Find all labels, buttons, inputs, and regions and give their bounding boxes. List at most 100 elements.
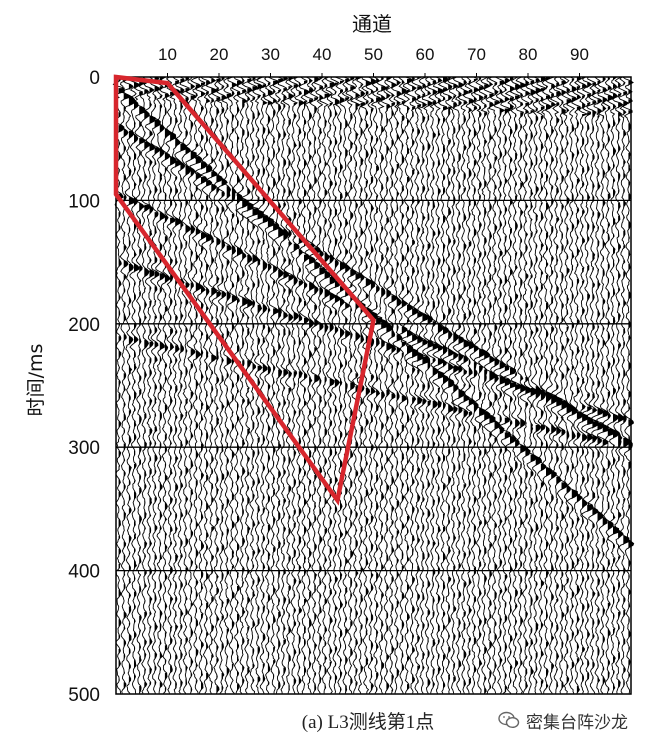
trace-line xyxy=(611,76,625,694)
trace-line xyxy=(312,76,326,694)
trace-line xyxy=(400,76,414,694)
trace-fill xyxy=(159,77,166,688)
trace-fill xyxy=(504,78,511,694)
trace-line xyxy=(169,76,182,694)
trace-fill xyxy=(391,82,398,694)
trace-line xyxy=(133,76,146,694)
wechat-icon xyxy=(498,711,520,729)
trace-line xyxy=(282,76,295,694)
trace-line xyxy=(235,76,249,694)
trace-line xyxy=(231,76,244,694)
trace-line xyxy=(432,76,445,694)
trace-line xyxy=(298,76,311,694)
trace-line xyxy=(509,76,522,694)
trace-fill xyxy=(309,78,315,685)
trace-fill xyxy=(164,82,171,694)
x-tick-label: 10 xyxy=(158,45,177,64)
x-tick-label: 80 xyxy=(519,45,538,64)
trace-line xyxy=(580,76,594,694)
trace-line xyxy=(550,76,563,694)
y-ticks: 0 100 200 300 400 500 xyxy=(68,68,100,706)
trace-line xyxy=(189,76,202,694)
trace-line xyxy=(149,76,161,694)
trace-line xyxy=(174,76,187,694)
trace-fill xyxy=(329,82,336,681)
trace-fill xyxy=(195,84,202,685)
trace-fill xyxy=(453,84,459,683)
trace-line xyxy=(478,76,491,694)
trace-fill xyxy=(211,78,217,686)
trace-line xyxy=(585,76,599,694)
trace-fill xyxy=(324,84,331,690)
trace-fill xyxy=(370,78,377,692)
trace-line xyxy=(206,76,218,694)
trace-fill xyxy=(314,77,320,692)
trace-line xyxy=(441,76,455,694)
trace-line xyxy=(328,76,342,694)
trace-line xyxy=(385,76,398,694)
x-ticks: 10 20 30 40 50 60 70 80 90 xyxy=(158,45,589,77)
trace-line xyxy=(530,76,543,694)
trace-line xyxy=(540,76,553,694)
trace-fill xyxy=(437,78,444,675)
trace-line xyxy=(544,76,558,694)
trace-line xyxy=(226,76,238,694)
plot-area xyxy=(112,74,635,695)
trace-line xyxy=(591,76,604,694)
trace-fill xyxy=(422,84,429,686)
trace-fill xyxy=(540,77,547,688)
trace-line xyxy=(422,76,434,694)
watermark: 密集台阵沙龙 xyxy=(498,708,628,733)
y-tick-label: 200 xyxy=(68,315,100,336)
trace-line xyxy=(359,76,372,694)
trace-line xyxy=(473,76,486,694)
trace-line xyxy=(288,76,300,694)
trace-fill xyxy=(473,78,480,686)
trace-line xyxy=(622,76,635,694)
trace-line xyxy=(560,76,573,694)
x-tick-label: 30 xyxy=(261,45,280,64)
trace-line xyxy=(339,76,352,694)
trace-line xyxy=(618,76,630,694)
trace-line xyxy=(498,76,511,694)
trace-line xyxy=(308,76,321,694)
trace-line xyxy=(158,76,172,694)
trace-line xyxy=(467,76,481,694)
trace-line xyxy=(267,76,280,694)
trace-fill xyxy=(123,77,130,690)
x-tick-label: 90 xyxy=(570,45,589,64)
x-tick-label: 20 xyxy=(210,45,229,64)
x-tick-label: 50 xyxy=(364,45,383,64)
trace-fill xyxy=(118,78,125,683)
trace-line xyxy=(488,76,501,694)
trace-fill xyxy=(401,80,407,686)
trace-line xyxy=(565,76,578,694)
trace-line xyxy=(138,76,151,694)
trace-line xyxy=(370,76,383,694)
trace-fill xyxy=(376,78,382,692)
trace-fill xyxy=(365,80,372,666)
trace-line xyxy=(519,76,532,694)
y-tick-label: 400 xyxy=(68,562,100,583)
x-tick-label: 70 xyxy=(467,45,486,64)
trace-line xyxy=(452,76,465,694)
y-tick-label: 500 xyxy=(68,685,100,706)
trace-line xyxy=(345,76,357,694)
y-tick-label: 100 xyxy=(68,191,100,212)
trace-line xyxy=(155,76,166,694)
trace-fill xyxy=(443,77,449,690)
trace-fill xyxy=(252,77,259,685)
highlight-polygon xyxy=(113,74,376,506)
trace-line xyxy=(571,76,584,694)
trace-fill xyxy=(273,80,279,681)
y-tick-label: 0 xyxy=(89,68,100,89)
trace-line xyxy=(256,76,269,694)
trace-line xyxy=(555,76,568,694)
trace-line xyxy=(119,76,130,694)
trace-fill xyxy=(190,84,197,694)
trace-fill xyxy=(345,78,351,694)
trace-fill xyxy=(386,77,392,692)
trace-line xyxy=(375,76,388,694)
trace-line xyxy=(222,76,233,694)
trace-fill xyxy=(448,77,454,683)
